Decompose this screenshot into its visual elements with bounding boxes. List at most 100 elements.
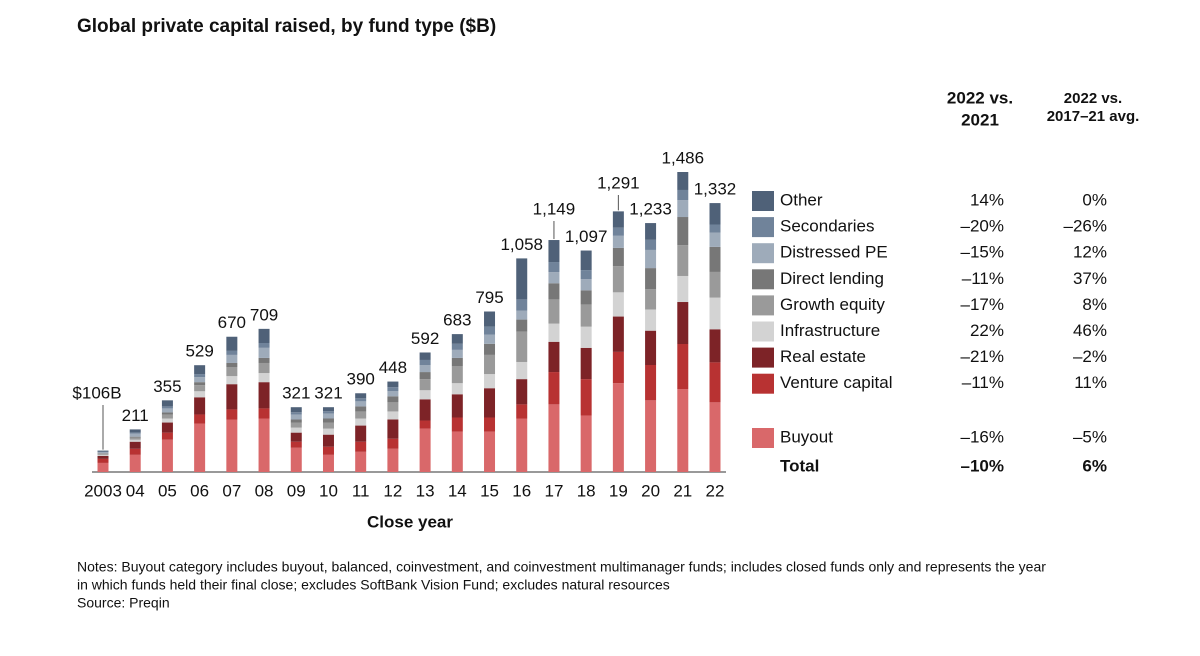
change-vs-2021: 14% xyxy=(970,190,1004,209)
change-vs-2021: –21% xyxy=(961,347,1004,366)
bar-segment xyxy=(226,409,238,420)
bar-segment xyxy=(387,411,399,420)
bar-segment xyxy=(419,365,431,373)
bar-segment xyxy=(516,299,528,311)
bar-segment xyxy=(548,404,560,472)
bar-segment xyxy=(580,290,592,305)
change-vs-2021: –16% xyxy=(961,427,1004,446)
change-vs-2021: –20% xyxy=(961,217,1004,236)
bar-segment xyxy=(580,270,592,280)
bar-segment xyxy=(258,418,270,472)
legend-swatch xyxy=(752,269,774,290)
bar-segment xyxy=(322,434,334,447)
bar-segment xyxy=(516,319,528,332)
bar-segment xyxy=(355,451,367,472)
bar-segment xyxy=(709,271,721,298)
total-label: 1,058 xyxy=(500,235,543,254)
bar-segment xyxy=(226,350,238,355)
bar-segment xyxy=(355,393,367,399)
bar-segment xyxy=(194,391,206,398)
bar-segment xyxy=(516,418,528,472)
bar-segment xyxy=(451,366,463,384)
x-tick-label: 06 xyxy=(190,481,209,500)
bar-segment xyxy=(709,203,721,225)
bar-segment xyxy=(194,365,206,375)
bar-segment xyxy=(419,359,431,366)
bar-segment xyxy=(677,217,689,246)
total-label: 355 xyxy=(153,377,181,396)
change-vs-2021: –11% xyxy=(962,269,1004,288)
bar-segment xyxy=(548,283,560,300)
total-label: 670 xyxy=(218,313,246,332)
x-tick-label: 19 xyxy=(609,481,628,500)
bar-segment xyxy=(161,418,173,423)
bar-segment xyxy=(161,412,173,415)
total-vs-avg: 6% xyxy=(1082,456,1107,475)
bar-segment xyxy=(677,302,689,345)
bar-segment xyxy=(258,357,270,363)
change-vs-avg: –26% xyxy=(1064,217,1107,236)
total-label: 321 xyxy=(282,384,310,403)
total-label: 1,332 xyxy=(694,180,737,199)
bar-segment xyxy=(387,419,399,439)
change-vs-avg: 12% xyxy=(1073,243,1107,262)
bar-segment xyxy=(129,432,141,434)
bar-segment xyxy=(709,297,721,330)
bar-segment xyxy=(419,420,431,429)
legend-label: Direct lending xyxy=(780,269,884,288)
chart-title: Global private capital raised, by fund t… xyxy=(77,16,496,37)
bar-segment xyxy=(129,436,141,438)
x-tick-label: 10 xyxy=(319,481,338,500)
x-tick-label: 17 xyxy=(544,481,563,500)
bar-segment xyxy=(451,394,463,418)
bar-segment xyxy=(97,453,109,455)
bar-segment xyxy=(709,329,721,363)
bar-segment xyxy=(709,402,721,472)
bar-segment xyxy=(290,419,302,423)
x-tick-label: 21 xyxy=(673,481,692,500)
bar-segment xyxy=(645,249,657,269)
total-label: 448 xyxy=(379,358,407,377)
bar-segment xyxy=(226,362,238,368)
bar-segment xyxy=(484,326,496,335)
bar-segment xyxy=(129,454,141,472)
total-label: 1,233 xyxy=(629,200,672,219)
bar-segment xyxy=(129,439,141,442)
bar-segment xyxy=(322,418,334,423)
bar-segment xyxy=(129,441,141,449)
change-vs-avg: 11% xyxy=(1074,373,1107,392)
x-tick-label: 2003 xyxy=(84,481,122,500)
bar-segment xyxy=(97,462,109,472)
bar-segment xyxy=(161,406,173,409)
bar-segment xyxy=(677,275,689,303)
bar-segment xyxy=(677,389,689,472)
bar-segment xyxy=(226,354,238,363)
bar-segment xyxy=(258,382,270,409)
change-vs-avg: 37% xyxy=(1073,269,1107,288)
bar-segment xyxy=(258,342,270,348)
total-label: 211 xyxy=(122,406,149,425)
change-vs-avg: 46% xyxy=(1073,321,1107,340)
bar-segment xyxy=(97,453,109,454)
bar-segment xyxy=(580,347,592,380)
bar-segment xyxy=(194,382,206,386)
bar-segment xyxy=(548,299,560,324)
bar-segment xyxy=(645,309,657,331)
bar-segment xyxy=(355,425,367,442)
bar-segment xyxy=(322,422,334,429)
column-header: 2022 vs. xyxy=(1064,90,1122,107)
bar-segment xyxy=(97,452,109,454)
bar-segment xyxy=(290,447,302,472)
bar-segment xyxy=(97,455,109,459)
x-tick-label: 12 xyxy=(383,481,402,500)
total-label: 709 xyxy=(250,305,278,324)
change-vs-avg: 0% xyxy=(1082,190,1107,209)
legend-swatch xyxy=(752,243,774,264)
total-label: $106B xyxy=(72,383,121,402)
bar-segment xyxy=(290,427,302,433)
bar-segment xyxy=(161,432,173,440)
bar-segment xyxy=(484,334,496,344)
bar-segment xyxy=(645,239,657,250)
bar-segment xyxy=(451,417,463,432)
